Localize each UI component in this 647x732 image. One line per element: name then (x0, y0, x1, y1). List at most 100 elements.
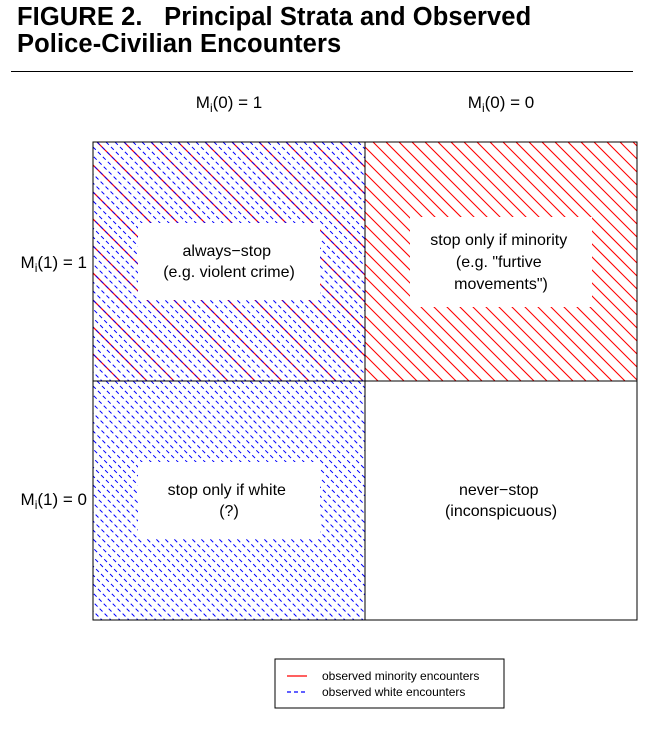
hatch-line-white (93, 299, 175, 381)
hatch-line-white (93, 308, 166, 381)
hatch-line-minority (619, 142, 637, 160)
hatch-line-white (294, 142, 365, 213)
hatch-line-white (93, 272, 202, 381)
cell-box-bottom-left (138, 462, 320, 539)
hatch-line-white (93, 520, 193, 620)
cell-label-top-right: stop only if minority (e.g. "furtive mov… (430, 232, 571, 293)
hatch-line-minority (489, 142, 637, 290)
hatch-line-white (213, 142, 365, 294)
hatch-line-minority (365, 315, 431, 381)
figure-title-line-1: FIGURE 2. Principal Strata and Observed (17, 3, 532, 31)
hatch-line-white (249, 142, 365, 258)
hatch-line-white (93, 493, 220, 620)
hatch-line-minority (365, 276, 470, 381)
cell-label-top-left: always−stop (e.g. violent crime) (163, 243, 295, 281)
hatch-line-white (93, 263, 211, 381)
hatch-line-white (93, 556, 157, 620)
hatch-line-minority (541, 142, 637, 238)
hatch-line-minority (567, 142, 637, 212)
hatch-line-white (222, 142, 365, 285)
hatch-line-white (258, 142, 365, 249)
column-header-2: Mi(0) = 0 (468, 93, 534, 115)
hatch-line-white (321, 381, 365, 425)
hatch-line-minority (580, 142, 637, 199)
hatch-line-white (312, 381, 365, 434)
figure-title: FIGURE 2. Principal Strata and Observed … (17, 4, 637, 58)
hatch-line-minority (593, 142, 637, 186)
column-header-1: Mi(0) = 1 (196, 93, 262, 115)
cell-box-top-right (410, 217, 592, 307)
row-header-1: Mi(1) = 1 (21, 253, 87, 275)
row-header-2: Mi(1) = 0 (21, 490, 87, 512)
hatch-line-white (357, 381, 365, 389)
hatch-line-white (294, 381, 365, 452)
hatch-line-white (276, 142, 365, 231)
hatch-line-white (93, 254, 220, 381)
hatch-line-minority (365, 289, 457, 381)
hatch-line-white (93, 245, 229, 381)
hatch-line-white (285, 381, 365, 461)
hatch-line-minority (365, 250, 496, 381)
hatch-line-white (267, 381, 365, 479)
hatch-line-minority (365, 237, 509, 381)
legend-label-white: observed white encounters (322, 685, 465, 699)
hatch-line-white (249, 381, 365, 497)
hatch-line-white (93, 484, 229, 620)
hatch-line-white (276, 381, 365, 470)
hatch-line-white (93, 466, 247, 620)
hatch-line-white (231, 142, 365, 276)
legend-label-minority: observed minority encounters (322, 669, 479, 683)
hatch-line-minority (476, 142, 637, 303)
hatch-line-minority (554, 142, 637, 225)
hatch-line-white (321, 142, 365, 186)
legend-box (274, 658, 505, 709)
hatch-line-white (285, 142, 365, 222)
hatch-line-white (93, 317, 157, 381)
hatch-line-white (213, 381, 365, 533)
hatch-line-white (93, 475, 238, 620)
hatch-line-minority (606, 142, 637, 173)
cell-box-top-left (138, 223, 320, 300)
hatch-line-white (303, 142, 365, 204)
hatch-line-white (93, 290, 184, 381)
hatch-line-white (240, 381, 365, 506)
hatch-line-white (204, 142, 365, 303)
hatch-line-white (339, 381, 365, 407)
legend: observed minority encounters observed wh… (274, 658, 505, 709)
hatch-line-minority (365, 224, 522, 381)
hatch-line-white (93, 538, 175, 620)
hatch-line-white (93, 547, 166, 620)
hatch-line-minority (365, 328, 418, 381)
hatch-line-white (93, 335, 139, 381)
hatch-line-minority (502, 142, 637, 277)
cell-label-bottom-left: stop only if white (?) (168, 482, 291, 520)
hatch-line-white (240, 142, 365, 267)
hatch-line-white (303, 381, 365, 443)
hatch-line-white (93, 227, 247, 381)
hatch-line-white (93, 218, 256, 381)
hatch-line-white (348, 381, 365, 398)
hatch-line-white (93, 529, 184, 620)
hatch-line-white (267, 142, 365, 240)
hatch-line-minority (528, 142, 637, 251)
figure-title-line-2: Police-Civilian Encounters (17, 30, 342, 58)
cell-label-bottom-right: never−stop (inconspicuous) (445, 482, 557, 520)
hatch-line-minority (515, 142, 637, 264)
hatch-line-minority (365, 302, 444, 381)
hatch-line-white (93, 326, 148, 381)
hatch-line-white (330, 381, 365, 416)
hatch-line-white (231, 381, 365, 515)
hatch-line-white (93, 457, 256, 620)
hatch-line-minority (365, 263, 483, 381)
hatch-line-white (258, 381, 365, 488)
hatch-line-white (312, 142, 365, 195)
hatch-line-white (93, 281, 193, 381)
hatch-line-white (204, 381, 365, 542)
title-rule (11, 71, 633, 72)
hatch-line-white (93, 236, 238, 381)
hatch-line-white (93, 511, 202, 620)
hatch-line-white (93, 574, 139, 620)
hatch-line-white (93, 565, 148, 620)
hatch-line-white (222, 381, 365, 524)
